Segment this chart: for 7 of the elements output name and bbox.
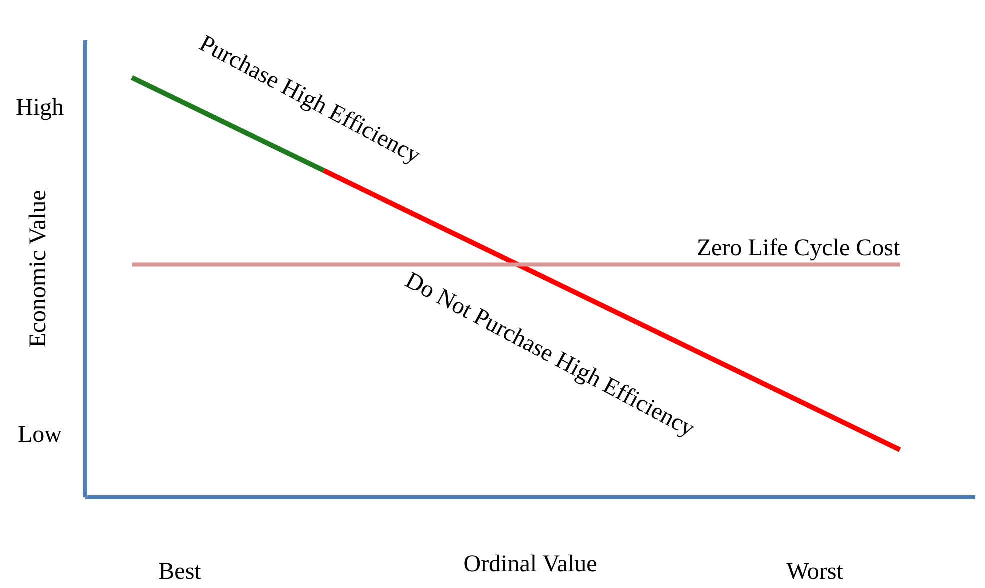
text: High xyxy=(16,95,64,121)
ref-line-label: Zero Life Cycle Cost xyxy=(696,236,900,262)
x-axis-title: Ordinal Value xyxy=(464,552,598,578)
text: Low xyxy=(18,422,63,448)
text: Worst xyxy=(786,559,844,585)
text: Best xyxy=(158,559,202,585)
y-axis-title: Economic Value xyxy=(26,190,52,348)
